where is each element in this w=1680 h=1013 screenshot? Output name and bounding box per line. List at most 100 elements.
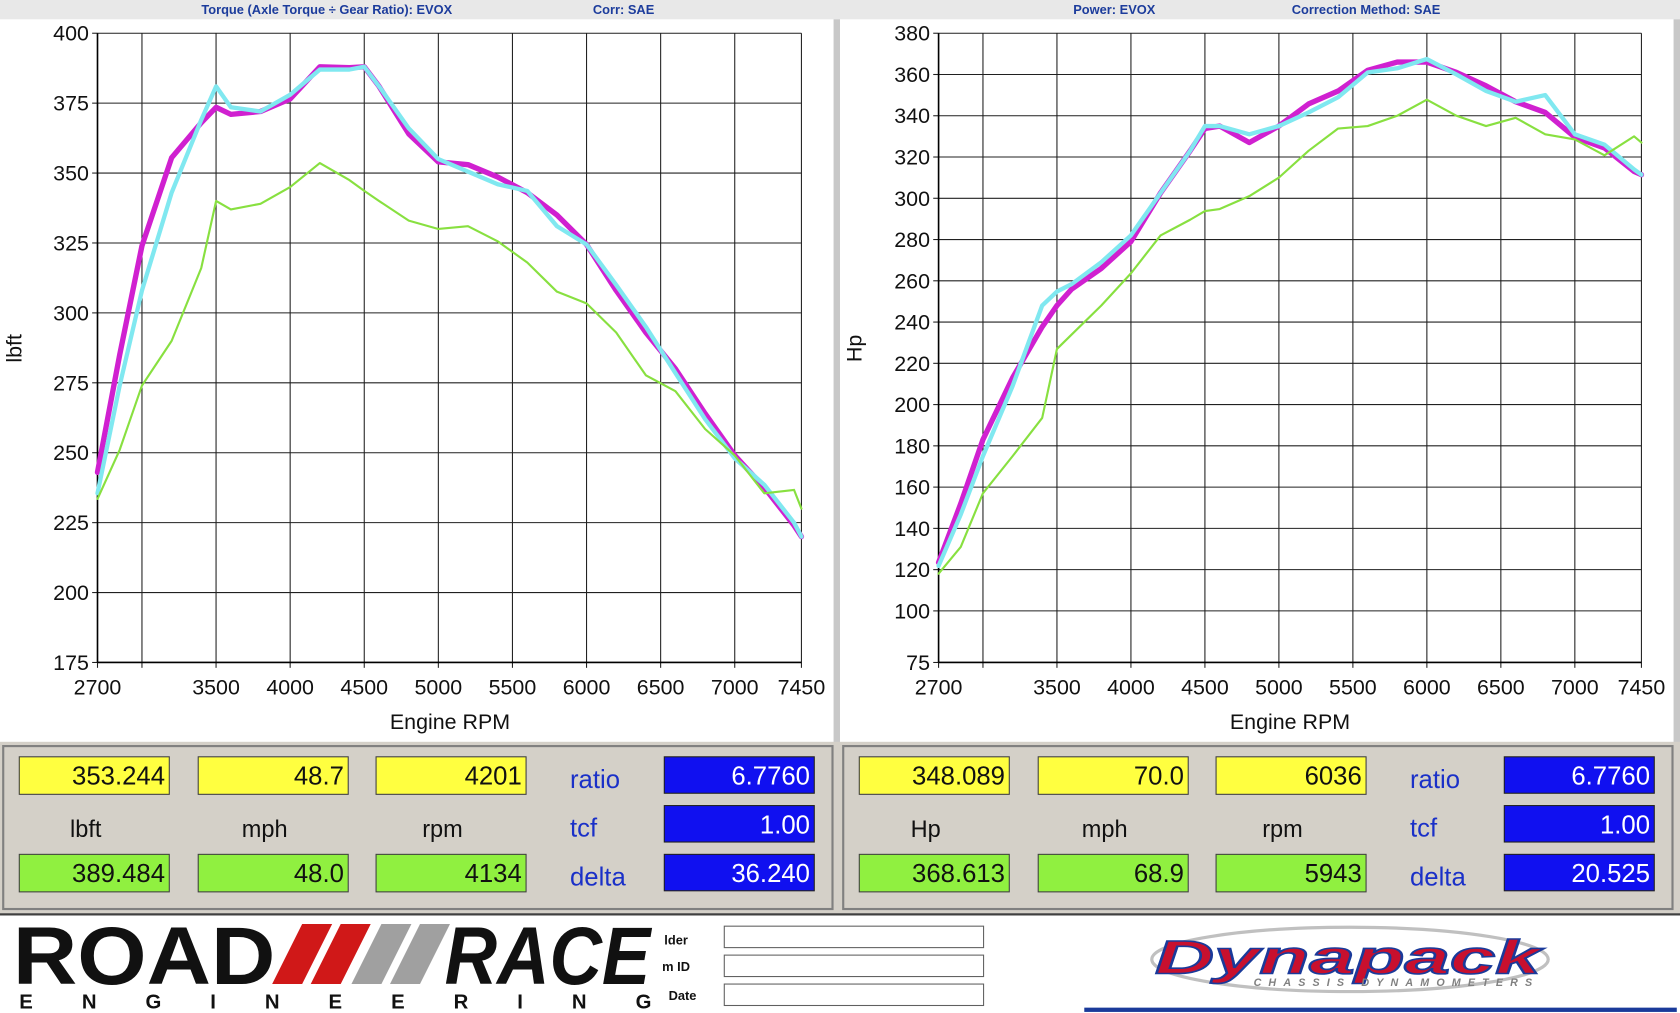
x-tick-label: 3500 bbox=[1033, 676, 1081, 700]
readout-unit: mph bbox=[1082, 816, 1128, 842]
logo-dynapack: Dynapack bbox=[1155, 930, 1546, 983]
x-tick-label: 6000 bbox=[563, 676, 611, 700]
readout-value: 68.9 bbox=[1134, 860, 1184, 888]
y-tick-label: 75 bbox=[906, 651, 930, 675]
x-tick-label: 2700 bbox=[74, 676, 122, 700]
logo-slash bbox=[351, 924, 412, 985]
readout-value: 5943 bbox=[1305, 860, 1362, 888]
param-box bbox=[663, 756, 815, 794]
y-tick-label: 360 bbox=[894, 63, 930, 87]
y-tick-label: 280 bbox=[894, 228, 930, 252]
readout-frame bbox=[2, 745, 834, 911]
x-tick-label: 5500 bbox=[1329, 676, 1377, 700]
param-label: delta bbox=[570, 863, 626, 891]
param-label: delta bbox=[1410, 863, 1466, 891]
param-label: tcf bbox=[1410, 815, 1438, 843]
x-tick-label: 5000 bbox=[415, 676, 463, 700]
readout-box bbox=[375, 853, 527, 893]
readout-unit: rpm bbox=[422, 816, 463, 842]
field-box bbox=[723, 983, 985, 1007]
readout-value: 6036 bbox=[1305, 763, 1362, 791]
readout-box bbox=[858, 853, 1010, 893]
y-tick-label: 140 bbox=[894, 517, 930, 541]
logo-slash bbox=[272, 924, 333, 985]
param-box bbox=[1503, 805, 1655, 843]
y-tick-label: 160 bbox=[894, 476, 930, 500]
field-label: lder bbox=[664, 932, 688, 947]
readout-box bbox=[18, 853, 170, 893]
x-tick-label: 4500 bbox=[340, 676, 388, 700]
logo-road: ROAD bbox=[13, 911, 276, 1002]
x-tick-label: 4000 bbox=[266, 676, 314, 700]
param-value: 6.7760 bbox=[731, 763, 810, 791]
readout-value: 4134 bbox=[465, 860, 522, 888]
logo-race: RACE bbox=[445, 911, 653, 1002]
param-value: 1.00 bbox=[1600, 811, 1650, 839]
data-line bbox=[935, 59, 1645, 566]
x-tick-label: 5000 bbox=[1255, 676, 1303, 700]
param-box bbox=[1503, 756, 1655, 794]
footer-bar bbox=[1084, 1007, 1677, 1012]
readout-value: 70.0 bbox=[1134, 763, 1184, 791]
readout-box bbox=[197, 853, 349, 893]
field-box bbox=[723, 925, 985, 949]
readout-value: 48.7 bbox=[294, 763, 344, 791]
x-tick-label: 6000 bbox=[1403, 676, 1451, 700]
y-tick-label: 200 bbox=[53, 581, 89, 605]
chart-subtitle: Corr: SAE bbox=[593, 2, 655, 17]
y-tick-label: 380 bbox=[894, 22, 930, 46]
field-box bbox=[723, 954, 985, 978]
param-label: ratio bbox=[570, 766, 620, 794]
readout-box bbox=[1215, 853, 1367, 893]
y-tick-label: 180 bbox=[894, 434, 930, 458]
y-tick-label: 275 bbox=[53, 371, 89, 395]
logo-slash bbox=[310, 924, 371, 985]
y-tick-label: 220 bbox=[894, 352, 930, 376]
y-tick-label: 340 bbox=[894, 104, 930, 128]
x-tick-label: 5500 bbox=[489, 676, 537, 700]
y-axis-label: Hp bbox=[842, 335, 866, 362]
param-box bbox=[1503, 853, 1655, 892]
y-tick-label: 100 bbox=[894, 599, 930, 623]
readout-unit: lbft bbox=[70, 816, 102, 842]
y-tick-label: 325 bbox=[53, 231, 89, 255]
x-tick-label: 7000 bbox=[1551, 676, 1599, 700]
x-tick-label: 3500 bbox=[192, 676, 240, 700]
x-tick-label: 6500 bbox=[1477, 676, 1525, 700]
y-tick-label: 320 bbox=[894, 146, 930, 170]
readout-box bbox=[1037, 853, 1189, 893]
x-tick-label: 2700 bbox=[915, 676, 963, 700]
readout-value: 4201 bbox=[465, 763, 522, 791]
readout-value: 389.484 bbox=[72, 860, 165, 888]
y-tick-label: 250 bbox=[53, 441, 89, 465]
y-tick-label: 200 bbox=[894, 393, 930, 417]
readout-box bbox=[1037, 756, 1189, 795]
param-value: 6.7760 bbox=[1571, 763, 1650, 791]
x-tick-label: 4000 bbox=[1107, 676, 1155, 700]
y-tick-label: 225 bbox=[53, 511, 89, 535]
x-tick-label: 7450 bbox=[1618, 676, 1666, 700]
readout-value: 48.0 bbox=[294, 860, 344, 888]
chart-title: Power: EVOX bbox=[1073, 2, 1156, 17]
param-value: 36.240 bbox=[731, 860, 810, 888]
readout-value: 348.089 bbox=[912, 763, 1005, 791]
readout-box bbox=[858, 756, 1010, 795]
readout-value: 368.613 bbox=[912, 860, 1005, 888]
data-line bbox=[936, 56, 1644, 569]
param-value: 20.525 bbox=[1571, 860, 1650, 888]
y-tick-label: 400 bbox=[53, 22, 89, 46]
readout-frame bbox=[842, 745, 1674, 911]
y-tick-label: 175 bbox=[53, 651, 89, 675]
data-line bbox=[94, 64, 805, 540]
panel-divider bbox=[833, 19, 840, 744]
x-tick-label: 6500 bbox=[637, 676, 685, 700]
x-tick-label: 7000 bbox=[711, 676, 759, 700]
x-axis-label: Engine RPM bbox=[1230, 710, 1350, 734]
y-tick-label: 300 bbox=[53, 301, 89, 325]
readout-box bbox=[197, 756, 349, 795]
data-line bbox=[937, 98, 1643, 575]
logo-slash bbox=[390, 924, 450, 985]
y-tick-label: 375 bbox=[53, 92, 89, 116]
y-tick-label: 260 bbox=[894, 269, 930, 293]
